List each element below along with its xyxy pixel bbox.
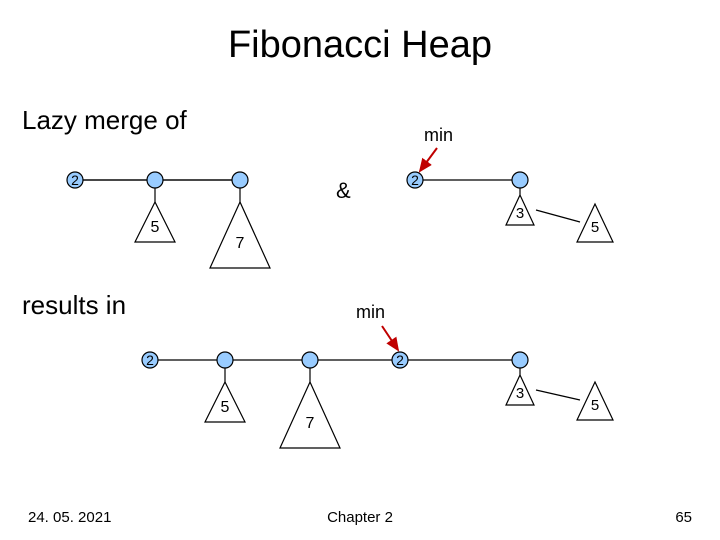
tri-label: 3	[516, 385, 524, 402]
slide: Fibonacci Heap Lazy merge of min & resul…	[0, 0, 720, 540]
tri-label: 7	[306, 415, 315, 432]
footer-chapter: Chapter 2	[0, 509, 720, 526]
tri-label: 5	[591, 397, 599, 414]
footer-page: 65	[675, 509, 692, 526]
node-label: 2	[146, 352, 154, 368]
min-arrow-icon	[382, 326, 398, 350]
node-label: 2	[396, 352, 404, 368]
heap-3: 2 2 5 7 3 5	[0, 0, 720, 540]
tri-label: 5	[221, 399, 230, 416]
